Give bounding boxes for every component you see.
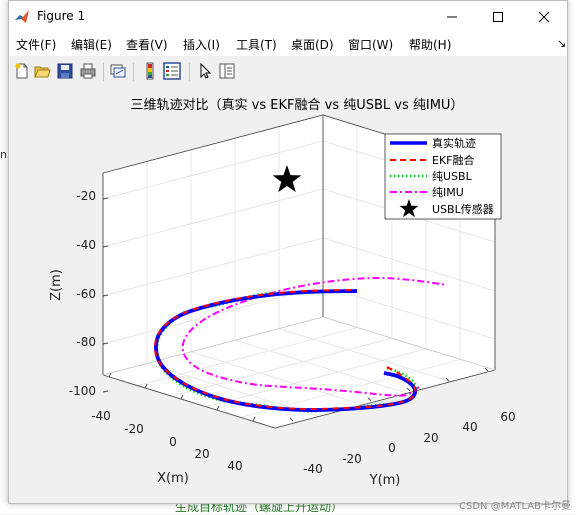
figure-canvas[interactable]: 三维轨迹对比（真实 vs EKF融合 vs 纯USBL vs 纯IMU） -20… — [9, 85, 567, 503]
save-icon[interactable] — [56, 62, 74, 80]
grid-line — [278, 328, 452, 382]
grid-line — [102, 237, 324, 297]
x-tick-label: -40 — [91, 409, 111, 423]
figure-window: Figure 1 文件(F) 编辑(E) 查看(V) 插入(I) 工具(T) 桌… — [8, 0, 568, 504]
menu-overflow-icon[interactable]: ↘ — [557, 37, 567, 50]
insert-legend-icon[interactable] — [163, 62, 181, 80]
z-tick-label: -40 — [76, 238, 96, 252]
background-editor-left: n — [0, 0, 8, 514]
close-icon — [538, 11, 550, 22]
usbl-sensor-marker — [272, 165, 302, 193]
maximize-button[interactable] — [475, 1, 521, 32]
legend-label-usbl: 纯USBL — [432, 170, 473, 183]
menu-view[interactable]: 查看(V) — [126, 38, 168, 52]
menu-tools[interactable]: 工具(T) — [236, 38, 277, 52]
toolbar-separator — [103, 63, 104, 81]
insert-colorbar-icon[interactable] — [141, 62, 159, 80]
z-tick-label: -80 — [76, 335, 96, 349]
y-tick-label: 20 — [423, 431, 438, 445]
plot-title: 三维轨迹对比（真实 vs EKF融合 vs 纯USBL vs 纯IMU） — [131, 98, 464, 113]
z-tick — [102, 294, 109, 297]
minimize-icon — [447, 16, 457, 17]
y-axis-label: Y(m) — [369, 473, 401, 488]
y-tick-label: 60 — [500, 410, 515, 424]
floor-plane — [103, 317, 495, 428]
toolbar-separator — [133, 63, 134, 81]
legend-label-sensor: USBL传感器 — [432, 203, 494, 216]
toolbar-separator — [189, 63, 190, 81]
property-inspector-icon[interactable] — [218, 62, 236, 80]
minimize-button[interactable] — [429, 1, 475, 32]
x-tick — [252, 416, 256, 422]
grid-line — [206, 348, 427, 408]
edit-plot-arrow-icon[interactable] — [196, 62, 214, 80]
window-title: Figure 1 — [37, 9, 86, 23]
legend-label-ekf: EKF融合 — [432, 153, 475, 167]
grid-line — [322, 237, 496, 292]
menu-window[interactable]: 窗口(W) — [348, 38, 394, 52]
grid-line — [102, 140, 324, 200]
new-figure-icon[interactable] — [13, 62, 31, 80]
menu-file[interactable]: 文件(F) — [16, 38, 57, 52]
x-tick-label: 20 — [194, 447, 209, 461]
x-tick — [180, 394, 184, 400]
background-editor-right — [568, 0, 576, 514]
z-tick-label: -20 — [76, 189, 96, 203]
z-tick — [102, 390, 109, 393]
maximize-icon — [493, 11, 503, 22]
y-tick-label: -40 — [303, 462, 323, 476]
print-icon[interactable] — [79, 62, 97, 80]
background-editor-bottom — [0, 502, 576, 514]
y-tick — [445, 377, 450, 382]
legend-swatch-sensor-icon — [399, 199, 419, 218]
y-tick-label: 40 — [462, 420, 477, 434]
legend-label-imu: 纯IMU — [432, 186, 464, 199]
x-tick-label: 0 — [169, 435, 177, 449]
legend-box[interactable]: 真实轨迹 EKF融合 纯USBL 纯IMU USBL传感器 — [384, 133, 502, 220]
z-tick — [102, 197, 109, 200]
open-file-icon[interactable] — [33, 62, 51, 80]
imu-trajectory-line — [181, 276, 448, 397]
close-button[interactable] — [521, 1, 567, 32]
z-tick-label: -60 — [76, 287, 96, 301]
y-tick — [484, 367, 489, 372]
grid-line — [234, 339, 408, 394]
y-tick — [289, 417, 294, 422]
menu-edit[interactable]: 编辑(E) — [71, 38, 112, 52]
menu-help[interactable]: 帮助(H) — [409, 38, 452, 52]
x-tick — [108, 372, 112, 378]
menu-desktop[interactable]: 桌面(D) — [291, 38, 334, 52]
x-axis-label: X(m) — [157, 471, 189, 486]
y-tick-label: -20 — [342, 452, 362, 466]
plot-svg[interactable]: 三维轨迹对比（真实 vs EKF融合 vs 纯USBL vs 纯IMU） -20… — [9, 85, 567, 503]
ekf-trajectory-line — [153, 289, 417, 411]
grid-line — [190, 351, 364, 406]
z-axis-label: Z(m) — [49, 269, 64, 301]
z-tick — [102, 342, 109, 345]
grid-line — [322, 285, 496, 340]
figure-toolbar — [9, 57, 567, 86]
z-tick — [102, 245, 109, 248]
back-wall-left — [103, 115, 323, 375]
grid-line — [171, 337, 392, 397]
y-tick — [367, 397, 372, 402]
y-tick — [406, 387, 411, 392]
legend-label-true: 真实轨迹 — [432, 136, 476, 150]
grid-line — [102, 188, 324, 248]
y-tick-label: 0 — [388, 441, 396, 455]
menu-bar: 文件(F) 编辑(E) 查看(V) 插入(I) 工具(T) 桌面(D) 窗口(W… — [9, 32, 567, 56]
title-bar[interactable]: Figure 1 — [9, 1, 567, 32]
x-tick-label: 40 — [227, 459, 242, 473]
x-tick — [216, 405, 220, 411]
csdn-watermark: CSDN @MATLAB卡尔曼 — [459, 501, 571, 512]
menu-insert[interactable]: 插入(I) — [183, 38, 220, 52]
link-plot-icon[interactable] — [109, 62, 127, 80]
z-tick-label: -100 — [69, 384, 96, 398]
matlab-icon — [15, 10, 29, 23]
x-tick-label: -20 — [124, 422, 144, 436]
x-tick — [144, 383, 148, 389]
